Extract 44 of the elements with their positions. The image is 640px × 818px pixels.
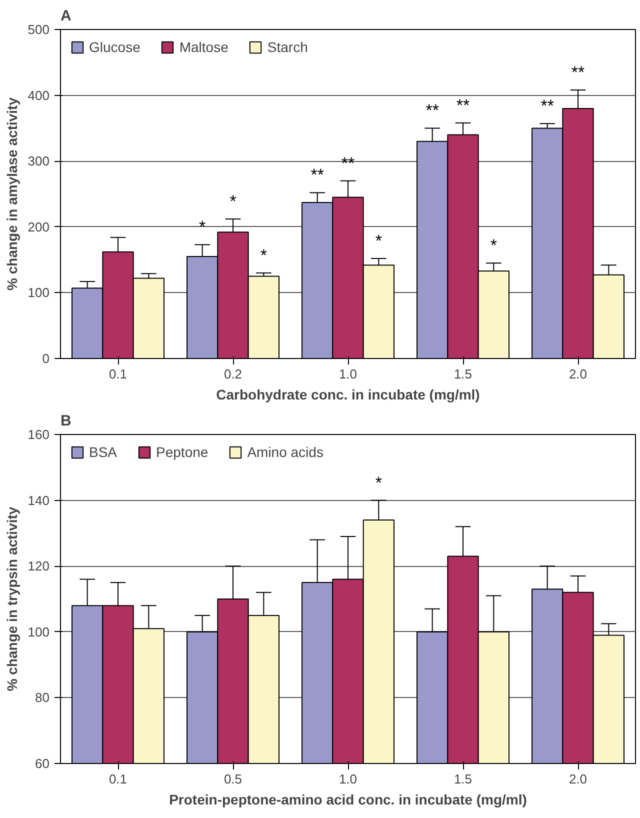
x-tick-label: 0.1 <box>108 366 128 382</box>
data-label: * <box>230 192 237 212</box>
x-tick-label: 1.5 <box>454 366 472 382</box>
legend-label: Starch <box>267 39 308 55</box>
x-tick-label: 2.0 <box>568 772 588 786</box>
y-tick-label: 200 <box>28 219 50 234</box>
y-tick-label: 100 <box>28 285 50 300</box>
data-label: * <box>490 236 498 256</box>
y-tick-label: 80 <box>35 690 50 706</box>
x-tick-label: 1.5 <box>454 772 472 786</box>
data-label: * <box>375 231 382 250</box>
legend-label: Peptone <box>156 444 208 460</box>
x-tick-label: 1.0 <box>338 772 358 786</box>
legend-label: BSA <box>89 444 118 460</box>
y-tick-label: 60 <box>35 756 50 771</box>
data-label: * <box>375 473 382 492</box>
x-tick-label: 1.0 <box>338 366 358 382</box>
y-tick-label: 120 <box>28 558 50 574</box>
y-tick-label: 400 <box>28 88 50 103</box>
legend-label: Maltose <box>179 39 228 55</box>
y-axis-title: % change in trypsin activity <box>4 506 20 692</box>
y-tick-label: 500 <box>28 22 50 37</box>
legend-label: Amino acids <box>247 444 324 460</box>
chart-title: B <box>60 412 72 430</box>
data-label: ** <box>310 166 324 185</box>
x-axis-title: Protein-peptone-amino acid conc. in incubate (mg/ml) <box>169 792 527 808</box>
y-tick-label: 300 <box>28 154 50 169</box>
x-tick-label: 0.2 <box>224 366 242 382</box>
x-axis-title: Carbohydrate conc. in incubate (mg/ml) <box>216 386 480 402</box>
x-tick-label: 0.5 <box>224 772 242 786</box>
data-label: ** <box>540 96 554 116</box>
data-label: ** <box>456 96 470 115</box>
x-tick-label: 0.1 <box>108 772 128 786</box>
chart-title: A <box>60 8 72 24</box>
y-tick-label: 160 <box>28 427 50 442</box>
y-tick-label: 0 <box>42 351 50 366</box>
data-label: ** <box>426 101 440 120</box>
data-label: * <box>260 246 268 265</box>
data-label: ** <box>571 63 585 82</box>
y-axis-title: % change in amylase activity <box>4 97 20 290</box>
y-tick-label: 140 <box>28 492 50 508</box>
legend-label: Glucose <box>89 39 140 55</box>
y-tick-label: 100 <box>28 624 50 640</box>
x-tick-label: 2.0 <box>568 366 588 382</box>
